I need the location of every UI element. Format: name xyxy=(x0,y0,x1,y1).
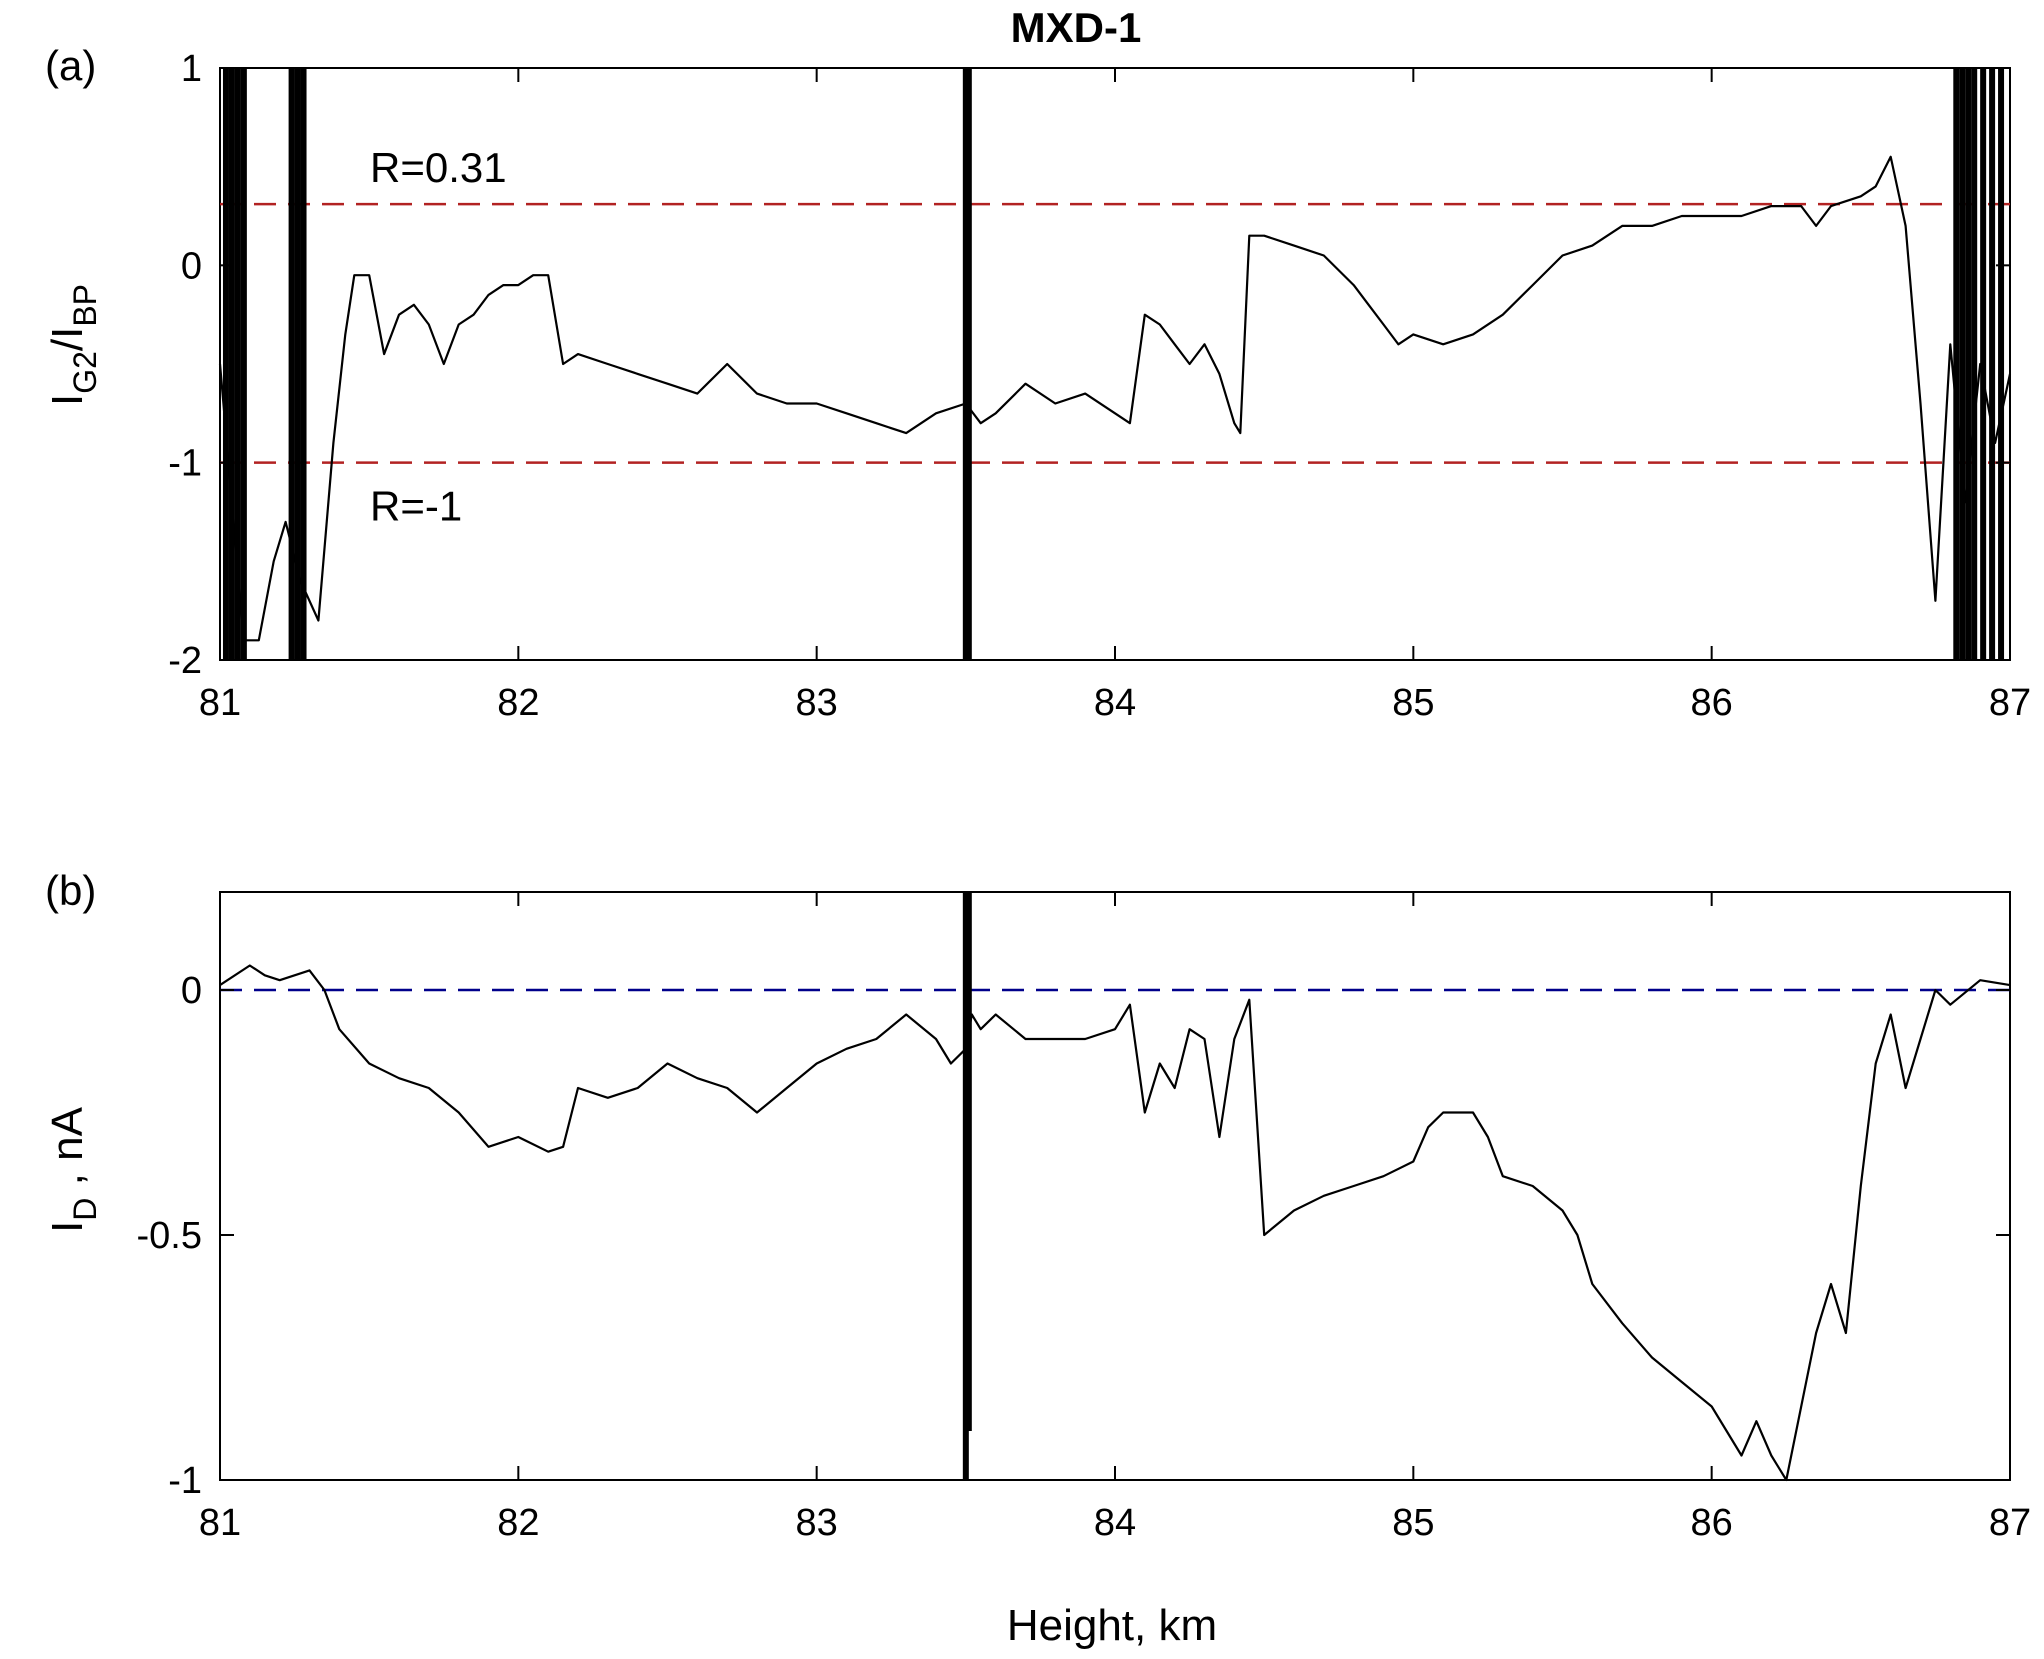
panel-a: (a) R=0.31 R=-1 81 82 83 84 85 86 87 -2 -1 0 1 IG2… xyxy=(43,42,2031,724)
x-tick-label: 85 xyxy=(1392,682,1434,724)
ylabel-a-main: I xyxy=(43,394,92,406)
x-tick-label: 84 xyxy=(1094,1502,1136,1544)
panel-a-series xyxy=(218,155,2012,642)
panel-b-series xyxy=(219,964,2011,1482)
panel-a-x-ticks: 81 82 83 84 85 86 87 xyxy=(199,68,2031,724)
chart-title: MXD-1 xyxy=(1011,4,1142,51)
ylabel-a-sub1: G2 xyxy=(67,351,103,394)
series-line xyxy=(219,964,2011,1482)
ylabel-a-sub2: BP xyxy=(67,284,103,327)
y-tick-label: 0 xyxy=(181,970,202,1012)
panel-b-x-axis-label: Height, km xyxy=(1007,1601,1217,1650)
x-tick-label: 84 xyxy=(1094,682,1136,724)
y-tick-label: 1 xyxy=(181,48,202,90)
panel-b-x-ticks: 81 82 83 84 85 86 87 xyxy=(199,892,2031,1544)
x-tick-label: 87 xyxy=(1989,1502,2031,1544)
panel-b-y-axis-label: ID , nA xyxy=(43,1106,103,1232)
reference-line-label: R=-1 xyxy=(370,483,462,530)
x-tick-label: 86 xyxy=(1691,1502,1733,1544)
panel-a-label: (a) xyxy=(45,42,96,89)
panel-b-label: (b) xyxy=(45,867,96,914)
panel-a-reference-lines: R=0.31 R=-1 xyxy=(220,144,2010,530)
panel-b-y-ticks: -1 -0.5 0 xyxy=(137,970,2010,1502)
panel-a-y-axis-label: IG2/IBP xyxy=(43,284,103,406)
x-tick-label: 82 xyxy=(497,682,539,724)
y-tick-label: -1 xyxy=(168,443,202,485)
x-tick-label: 83 xyxy=(796,1502,838,1544)
x-tick-label: 85 xyxy=(1392,1502,1434,1544)
ylabel-b-sub1: D xyxy=(67,1198,103,1221)
panel-b-bursts xyxy=(962,892,972,1480)
x-tick-label: 87 xyxy=(1989,682,2031,724)
ylabel-a-slash: /I xyxy=(43,327,92,351)
y-tick-label: -0.5 xyxy=(137,1215,202,1257)
reference-line-label: R=0.31 xyxy=(370,144,507,191)
y-tick-label: -2 xyxy=(168,640,202,682)
ylabel-b-rest: , nA xyxy=(43,1106,92,1197)
y-tick-label: -1 xyxy=(168,1460,202,1502)
panel-a-bursts xyxy=(222,68,2005,660)
ylabel-b-main: I xyxy=(43,1221,92,1233)
x-tick-label: 81 xyxy=(199,1502,241,1544)
x-tick-label: 81 xyxy=(199,682,241,724)
series-line xyxy=(218,155,2012,642)
y-tick-label: 0 xyxy=(181,245,202,287)
x-tick-label: 82 xyxy=(497,1502,539,1544)
x-tick-label: 83 xyxy=(796,682,838,724)
panel-a-y-ticks: -2 -1 0 1 xyxy=(168,48,2010,682)
panel-b-plot-frame xyxy=(219,891,2011,1481)
panel-b: (b) 81 82 83 84 85 86 87 -1 -0.5 0 ID , nA Heigh… xyxy=(43,867,2031,1650)
x-tick-label: 86 xyxy=(1691,682,1733,724)
